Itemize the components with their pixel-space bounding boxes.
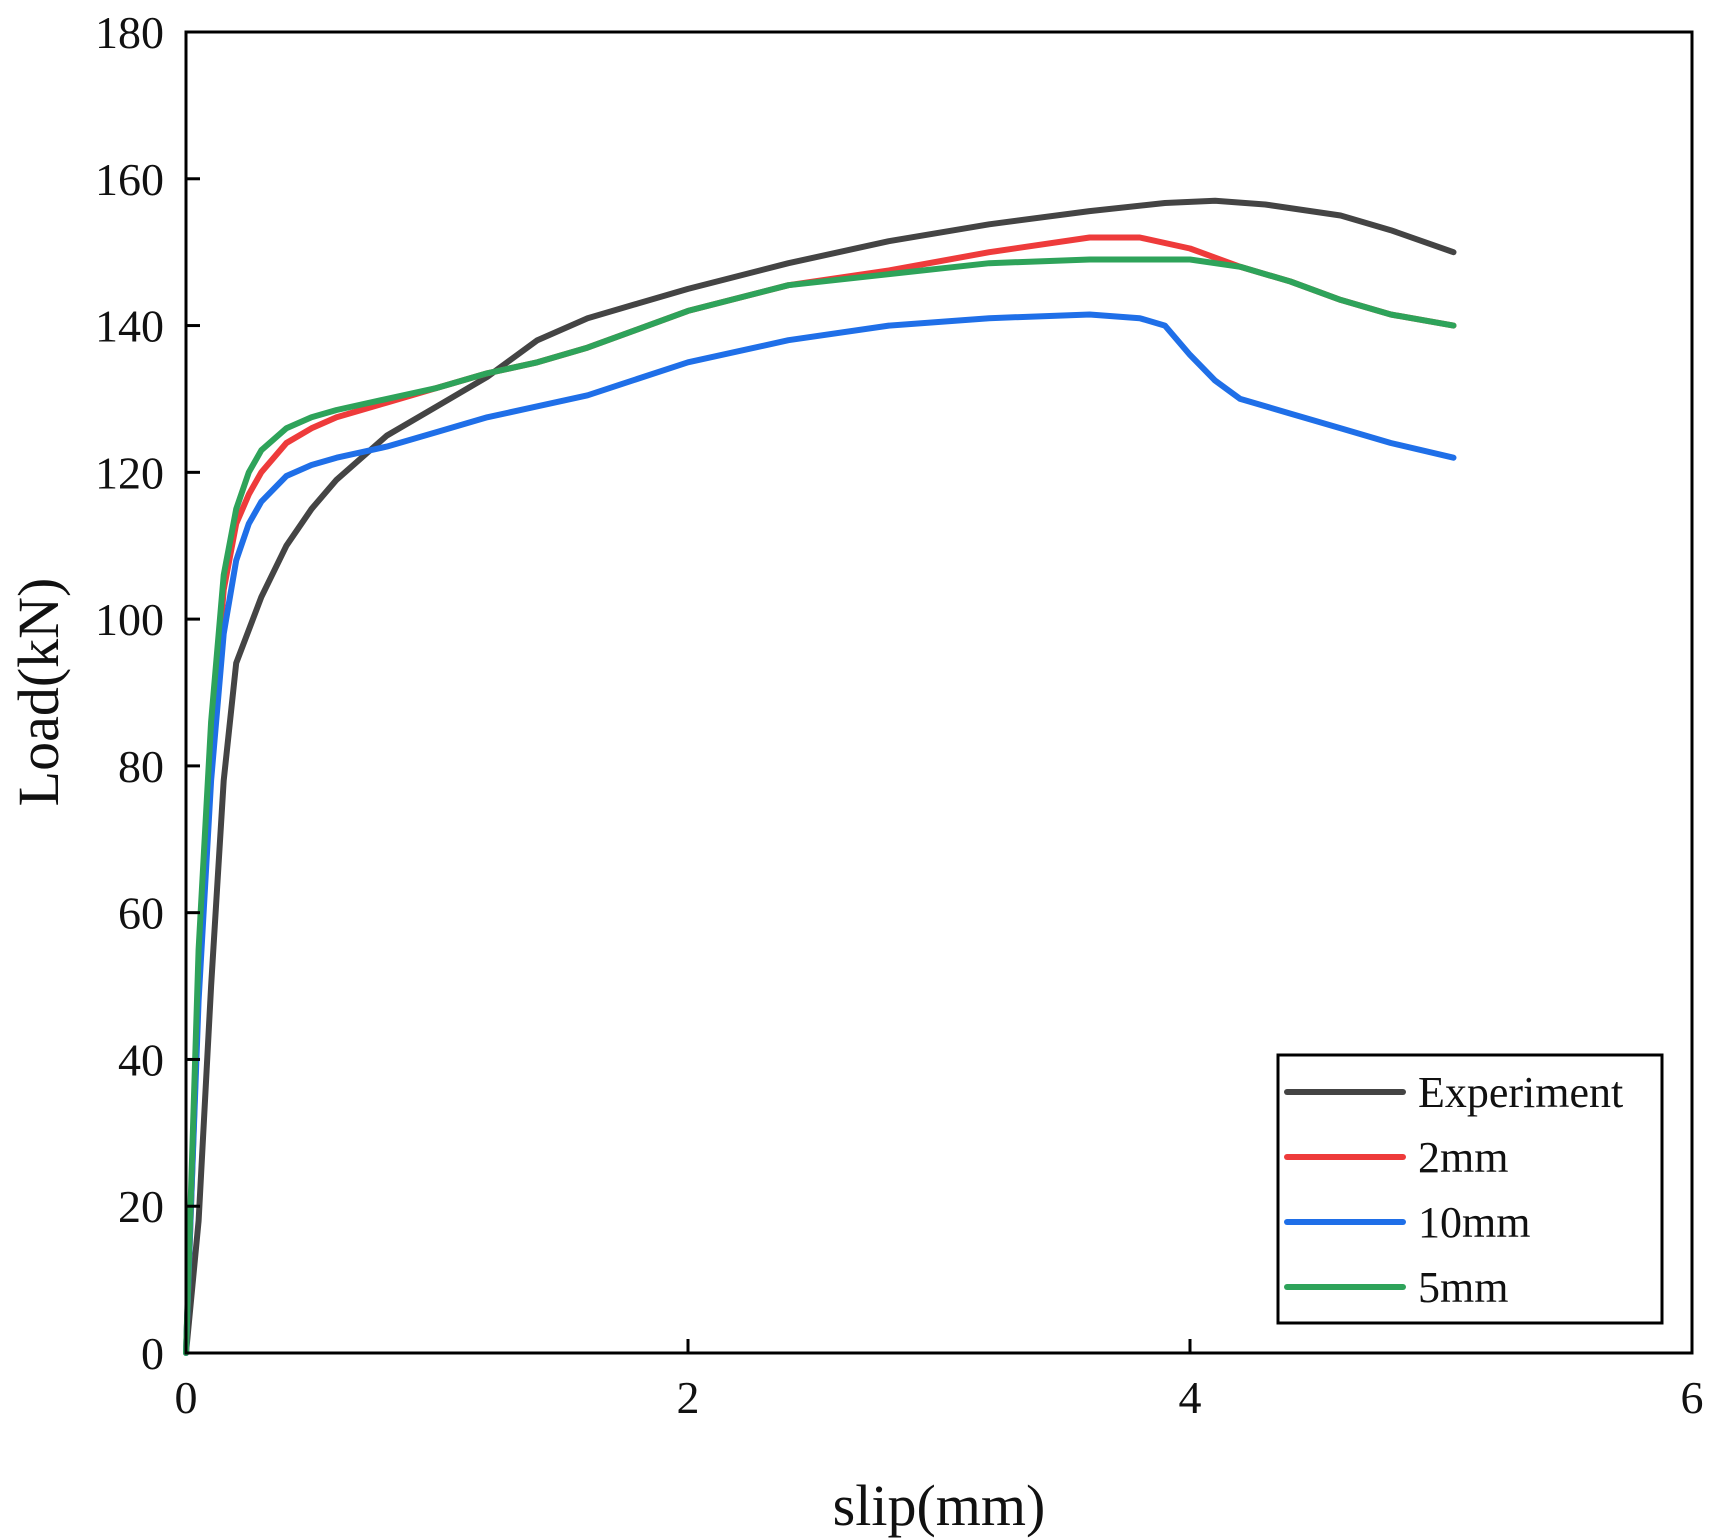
y-axis-title: Load(kN) <box>6 578 71 807</box>
plot-frame <box>184 30 1694 1355</box>
series-line-5mm <box>183 256 1457 1356</box>
y-tick-label: 40 <box>118 1034 164 1085</box>
series-line-experiment <box>183 197 1457 1356</box>
legend: Experiment 2mm 10mm 5mm <box>1276 1053 1664 1325</box>
x-tick-label: 2 <box>677 1372 700 1423</box>
legend-items: Experiment 2mm 10mm 5mm <box>1284 1068 1623 1312</box>
x-tick-label: 6 <box>1681 1372 1704 1423</box>
legend-label: 2mm <box>1418 1133 1508 1182</box>
y-tick-label: 20 <box>118 1181 164 1232</box>
legend-label: 5mm <box>1418 1263 1508 1312</box>
y-tick-label: 120 <box>95 447 164 498</box>
y-tick-label: 0 <box>141 1328 164 1379</box>
y-tick-label: 80 <box>118 741 164 792</box>
x-axis-title: slip(mm) <box>833 1473 1046 1538</box>
legend-label: 10mm <box>1418 1198 1530 1247</box>
legend-label: Experiment <box>1418 1068 1623 1117</box>
series-layer <box>183 197 1457 1356</box>
y-tick-label: 140 <box>95 301 164 352</box>
y-tick-label: 60 <box>118 888 164 939</box>
legend-box <box>1276 1053 1664 1325</box>
x-tick-label: 0 <box>175 1372 198 1423</box>
y-tick-label: 100 <box>95 594 164 645</box>
y-tick-label: 160 <box>95 154 164 205</box>
y-tick-label: 180 <box>95 7 164 58</box>
x-tick-label: 4 <box>1179 1372 1202 1423</box>
series-line-10mm <box>183 311 1457 1356</box>
